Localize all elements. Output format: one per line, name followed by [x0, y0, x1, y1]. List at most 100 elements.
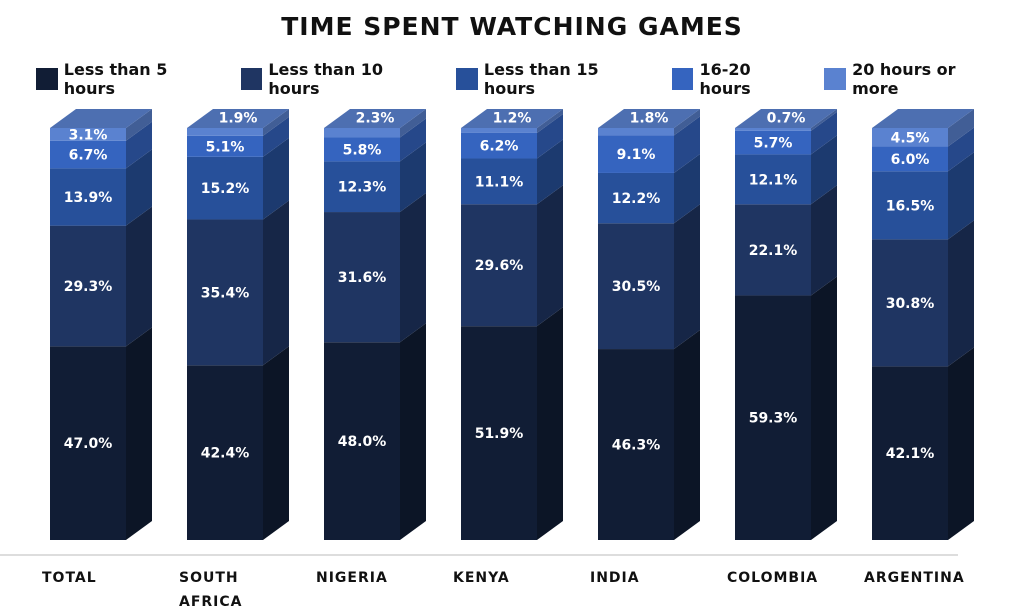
data-label: 22.1%: [749, 243, 798, 259]
bar-side: [674, 153, 700, 224]
bar-side: [263, 116, 289, 157]
legend-label: 20 hours or more: [852, 60, 956, 98]
bar-segment: [324, 342, 400, 540]
x-tick-label: INDIA: [590, 570, 640, 586]
legend-label: Less than 5 hours: [63, 60, 168, 98]
data-label: 5.1%: [206, 139, 245, 155]
data-label: 1.2%: [493, 111, 532, 127]
bar-side: [674, 109, 700, 136]
bar-segment: [461, 132, 537, 159]
bar-side: [126, 109, 152, 141]
bar-segment: [187, 128, 263, 136]
bar-segment: [735, 130, 811, 155]
data-label: 0.7%: [767, 111, 806, 127]
x-tick-label: TOTAL: [42, 570, 97, 586]
bar-side: [126, 206, 152, 347]
data-label: 42.4%: [201, 446, 250, 462]
data-label: 6.2%: [480, 139, 519, 155]
bar-top: [50, 109, 152, 128]
bar-side: [674, 330, 700, 540]
legend-label: 16-20 hours: [699, 60, 751, 98]
bar-side: [537, 139, 563, 205]
bar-segment: [461, 204, 537, 327]
bar-side: [948, 220, 974, 367]
bar-segment: [50, 346, 126, 540]
legend-item-16-20: 16-20 hours: [671, 60, 807, 98]
bar-segment: [872, 128, 948, 147]
bar-side: [400, 323, 426, 540]
bar-segment: [872, 146, 948, 172]
bar-side: [537, 109, 563, 133]
legend-item-under-5: Less than 5 hours: [36, 60, 223, 98]
bar-side: [948, 127, 974, 172]
data-label: 12.3%: [338, 180, 387, 196]
bar-segment: [50, 140, 126, 169]
bar-side: [811, 276, 837, 540]
data-label: 35.4%: [201, 285, 250, 301]
legend-swatch: [824, 68, 847, 90]
bar-segment: [872, 171, 948, 240]
data-label: 6.7%: [69, 148, 108, 164]
bar-segment: [324, 137, 400, 162]
x-tick-label: ARGENTINA: [864, 570, 965, 586]
bar-segment: [872, 239, 948, 367]
data-label: 2.3%: [356, 111, 395, 127]
bar-top: [735, 109, 837, 128]
legend-item-under-10: Less than 10 hours: [240, 60, 439, 98]
bar-top: [872, 109, 974, 128]
legend-swatch: [456, 68, 478, 90]
x-tick-label: AFRICA: [179, 594, 243, 610]
bar-segment: [50, 225, 126, 347]
data-label: 12.1%: [749, 172, 798, 188]
data-label: 5.8%: [343, 142, 382, 158]
bar-side: [948, 152, 974, 240]
data-label: 31.6%: [338, 270, 387, 286]
legend-swatch: [671, 68, 694, 90]
bar-side: [263, 109, 289, 136]
bar-side: [948, 109, 974, 147]
bar-side: [537, 113, 563, 159]
bar-segment: [735, 154, 811, 205]
bar-segment: [187, 365, 263, 540]
data-label: 59.3%: [749, 411, 798, 427]
bar-top: [187, 109, 289, 128]
bar-side: [811, 135, 837, 205]
bar-side: [400, 193, 426, 343]
bar-side: [537, 307, 563, 540]
bar-top: [598, 109, 700, 128]
data-label: 30.5%: [612, 279, 661, 295]
bar-side: [811, 109, 837, 131]
bar-side: [126, 149, 152, 226]
data-label: 11.1%: [475, 174, 524, 190]
bar-segment: [187, 135, 263, 157]
data-label: 29.3%: [64, 279, 113, 295]
bar-segment: [50, 128, 126, 141]
legend-label: Less than 15 hours: [483, 60, 599, 98]
x-tick-label: KENYA: [453, 570, 510, 586]
legend: Less than 5 hours Less than 10 hours Les…: [36, 60, 1024, 98]
bar-segment: [187, 156, 263, 220]
data-label: 16.5%: [886, 198, 935, 214]
legend-swatch: [240, 68, 263, 90]
bar-segment: [324, 161, 400, 213]
data-label: 1.8%: [630, 111, 669, 127]
bar-side: [948, 347, 974, 540]
bar-side: [126, 327, 152, 540]
bar-side: [263, 346, 289, 540]
data-label: 47.0%: [64, 436, 113, 452]
x-tick-label: SOUTH: [179, 570, 239, 586]
bar-top: [324, 109, 426, 128]
data-label: 9.1%: [617, 147, 656, 163]
bar-segment: [598, 349, 674, 540]
data-label: 46.3%: [612, 438, 661, 454]
chart-title: TIME SPENT WATCHING GAMES: [281, 12, 743, 41]
data-label: 51.9%: [475, 426, 524, 442]
bar-segment: [324, 128, 400, 138]
bar-side: [400, 109, 426, 138]
data-label: 3.1%: [69, 127, 108, 143]
bar-top: [461, 109, 563, 128]
x-tick-label: COLOMBIA: [727, 570, 818, 586]
bar-side: [400, 118, 426, 162]
data-label: 42.1%: [886, 446, 935, 462]
x-tick-label: NIGERIA: [316, 570, 388, 586]
